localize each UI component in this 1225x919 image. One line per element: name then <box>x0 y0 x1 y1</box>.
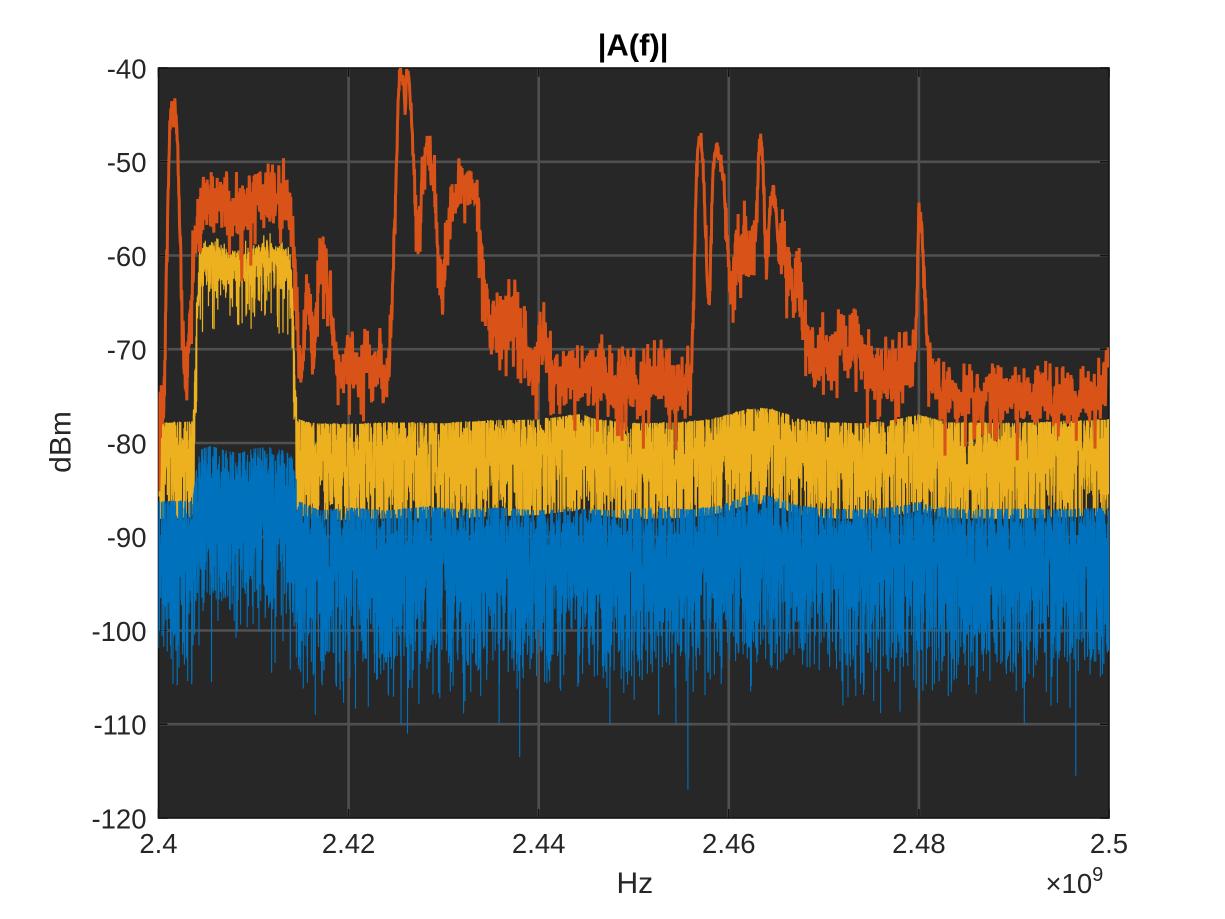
svg-text:-120: -120 <box>91 803 146 834</box>
svg-text:-60: -60 <box>107 241 147 272</box>
svg-text:|A(f)|: |A(f)| <box>598 28 669 63</box>
svg-text:2.5: 2.5 <box>1090 828 1128 859</box>
svg-text:-40: -40 <box>107 53 147 84</box>
svg-text:2.42: 2.42 <box>322 828 376 859</box>
svg-text:-100: -100 <box>91 616 146 647</box>
svg-text:-110: -110 <box>94 710 147 741</box>
svg-text:2.48: 2.48 <box>892 828 946 859</box>
svg-text:-70: -70 <box>107 335 147 366</box>
svg-text:2.44: 2.44 <box>512 828 566 859</box>
svg-text:2.46: 2.46 <box>702 828 756 859</box>
svg-text:-90: -90 <box>107 522 147 553</box>
svg-text:dBm: dBm <box>45 411 78 473</box>
svg-text:-80: -80 <box>107 428 147 459</box>
svg-text:2.4: 2.4 <box>139 828 177 859</box>
svg-text:-50: -50 <box>107 147 147 178</box>
svg-text:Hz: Hz <box>616 867 653 900</box>
